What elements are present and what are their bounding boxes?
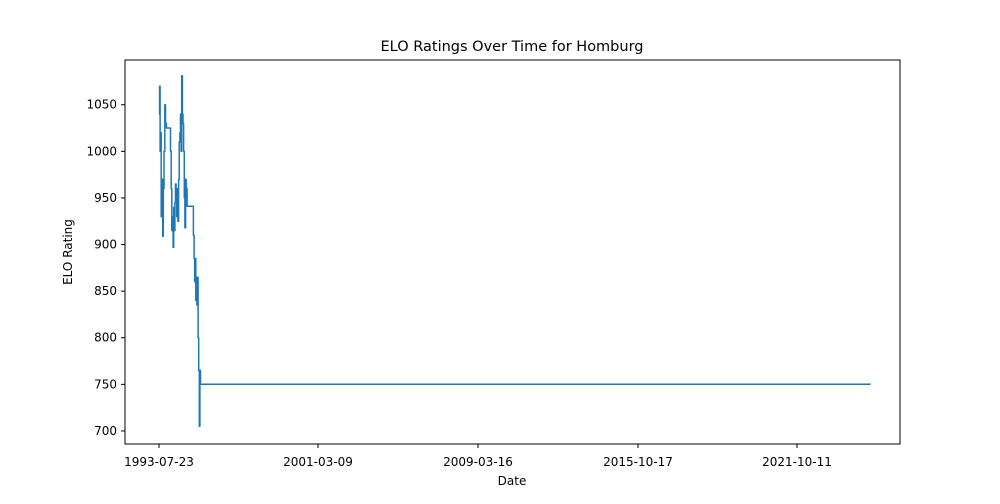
y-tick-label: 1000 bbox=[86, 144, 117, 158]
x-tick-label: 2021-10-11 bbox=[762, 455, 832, 469]
x-tick-label: 1993-07-23 bbox=[124, 455, 194, 469]
y-tick-label: 800 bbox=[94, 331, 117, 345]
x-tick-label: 2001-03-09 bbox=[283, 455, 353, 469]
plot-area bbox=[158, 75, 871, 428]
axes-frame bbox=[124, 59, 901, 445]
y-tick-label: 900 bbox=[94, 238, 117, 252]
x-axis-label: Date bbox=[498, 474, 527, 488]
y-tick-label: 850 bbox=[94, 284, 117, 298]
y-tick-label: 750 bbox=[94, 377, 117, 391]
x-tick-label: 2009-03-16 bbox=[443, 455, 513, 469]
y-axis-label: ELO Rating bbox=[61, 219, 75, 285]
x-axis: 1993-07-23 2001-03-09 2009-03-16 2015-10-17… bbox=[124, 444, 832, 469]
series-line bbox=[158, 75, 871, 428]
chart-title: ELO Ratings Over Time for Homburg bbox=[381, 39, 644, 55]
y-axis: 700 750 800 850 900 950 1000 1050 bbox=[86, 98, 125, 438]
x-tick-label: 2015-10-17 bbox=[603, 455, 673, 469]
y-tick-label: 950 bbox=[94, 191, 117, 205]
y-tick-label: 1050 bbox=[86, 98, 117, 112]
y-tick-label: 700 bbox=[94, 424, 117, 438]
